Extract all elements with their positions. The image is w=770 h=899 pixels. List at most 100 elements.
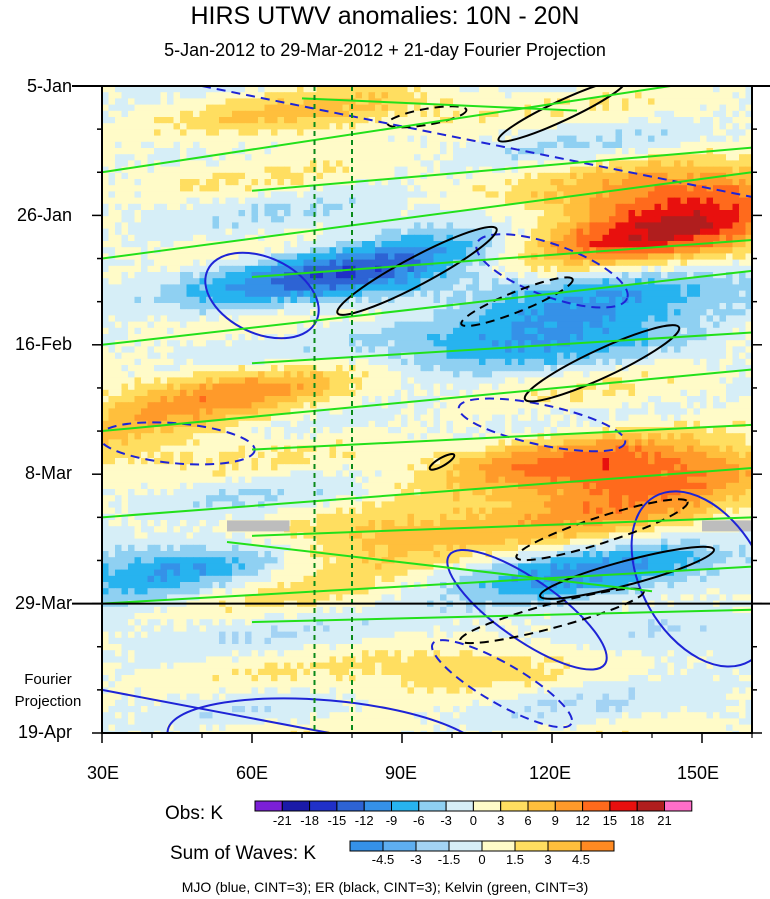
- heatmap-cell: [615, 272, 623, 279]
- heatmap-cell: [505, 222, 513, 230]
- heatmap-cell: [154, 92, 162, 99]
- heatmap-cell: [154, 110, 162, 118]
- heatmap-cell: [128, 247, 136, 254]
- heatmap-cell: [453, 265, 461, 273]
- heatmap-cell: [615, 352, 623, 360]
- heatmap-cell: [375, 179, 383, 186]
- heatmap-cell: [511, 383, 519, 391]
- heatmap-cell: [641, 185, 649, 192]
- heatmap-cell: [563, 203, 571, 211]
- heatmap-cell: [583, 148, 591, 155]
- heatmap-cell: [414, 185, 422, 192]
- heatmap-cell: [654, 365, 662, 372]
- heatmap-cell: [212, 148, 220, 155]
- heatmap-cell: [147, 210, 155, 217]
- heatmap-cell: [134, 123, 142, 130]
- heatmap-cell: [498, 234, 506, 242]
- heatmap-cell: [628, 272, 636, 279]
- heatmap-cell: [570, 234, 578, 242]
- heatmap-cell: [375, 371, 383, 378]
- heatmap-cell: [225, 241, 233, 248]
- heatmap-cell: [336, 129, 344, 137]
- heatmap-cell: [316, 86, 324, 93]
- heatmap-cell: [641, 290, 649, 298]
- heatmap-cell: [245, 172, 253, 180]
- heatmap-cell: [446, 340, 454, 347]
- heatmap-cell: [180, 272, 188, 279]
- heatmap-cell: [381, 172, 389, 180]
- heatmap-cell: [388, 365, 396, 372]
- heatmap-cell: [147, 197, 155, 205]
- heatmap-cell: [154, 234, 162, 242]
- heatmap-cell: [381, 154, 389, 161]
- heatmap-cell: [329, 296, 337, 304]
- heatmap-cell: [154, 123, 162, 130]
- heatmap-cell: [147, 327, 155, 335]
- heatmap-cell: [225, 321, 233, 329]
- heatmap-cell: [173, 166, 181, 174]
- heatmap-cell: [180, 92, 188, 99]
- heatmap-cell: [641, 365, 649, 372]
- heatmap-cell: [173, 284, 181, 292]
- heatmap-cell: [336, 365, 344, 372]
- heatmap-cell: [576, 216, 584, 223]
- heatmap-cell: [628, 98, 636, 106]
- heatmap-cell: [453, 104, 461, 112]
- heatmap-cell: [193, 315, 201, 323]
- heatmap-cell: [186, 346, 194, 354]
- heatmap-cell: [186, 358, 194, 366]
- heatmap-cell: [407, 191, 415, 199]
- heatmap-cell: [271, 365, 279, 372]
- heatmap-cell: [485, 191, 493, 199]
- heatmap-cell: [433, 135, 441, 143]
- heatmap-cell: [596, 352, 604, 360]
- heatmap-cell: [524, 296, 532, 304]
- heatmap-cell: [550, 352, 558, 360]
- heatmap-cell: [745, 86, 752, 93]
- heatmap-cell: [264, 377, 272, 385]
- heatmap-cell: [459, 154, 467, 161]
- heatmap-cell: [693, 253, 701, 261]
- heatmap-cell: [193, 110, 201, 118]
- heatmap-cell: [557, 303, 565, 310]
- heatmap-cell: [193, 117, 201, 124]
- heatmap-cell: [492, 222, 500, 230]
- heatmap-cell: [713, 210, 721, 217]
- heatmap-cell: [173, 228, 181, 236]
- heatmap-cell: [329, 172, 337, 180]
- heatmap-cell: [141, 135, 149, 143]
- heatmap-cell: [440, 340, 448, 347]
- heatmap-cell: [687, 340, 695, 347]
- heatmap-cell: [323, 272, 331, 279]
- heatmap-cell: [115, 191, 123, 199]
- heatmap-cell: [550, 346, 558, 354]
- heatmap-cell: [719, 247, 727, 254]
- heatmap-cell: [134, 216, 142, 223]
- heatmap-cell: [557, 148, 565, 155]
- heatmap-cell: [186, 377, 194, 385]
- heatmap-cell: [355, 241, 363, 248]
- heatmap-cell: [446, 123, 454, 130]
- heatmap-cell: [290, 191, 298, 199]
- heatmap-cell: [700, 203, 708, 211]
- heatmap-cell: [459, 172, 467, 180]
- heatmap-cell: [706, 290, 714, 298]
- heatmap-cell: [401, 129, 409, 137]
- heatmap-cell: [206, 284, 214, 292]
- heatmap-cell: [706, 210, 714, 217]
- heatmap-cell: [401, 383, 409, 391]
- heatmap-cell: [583, 92, 591, 99]
- heatmap-cell: [115, 389, 123, 397]
- heatmap-cell: [297, 123, 305, 130]
- heatmap-cell: [739, 203, 747, 211]
- heatmap-cell: [329, 191, 337, 199]
- heatmap-cell: [661, 377, 669, 385]
- heatmap-cell: [134, 86, 142, 93]
- heatmap-cell: [446, 358, 454, 366]
- heatmap-cell: [680, 346, 688, 354]
- heatmap-cell: [576, 98, 584, 106]
- heatmap-cell: [420, 160, 428, 168]
- heatmap-cell: [186, 86, 194, 93]
- heatmap-cell: [602, 123, 610, 130]
- heatmap-cell: [635, 228, 643, 236]
